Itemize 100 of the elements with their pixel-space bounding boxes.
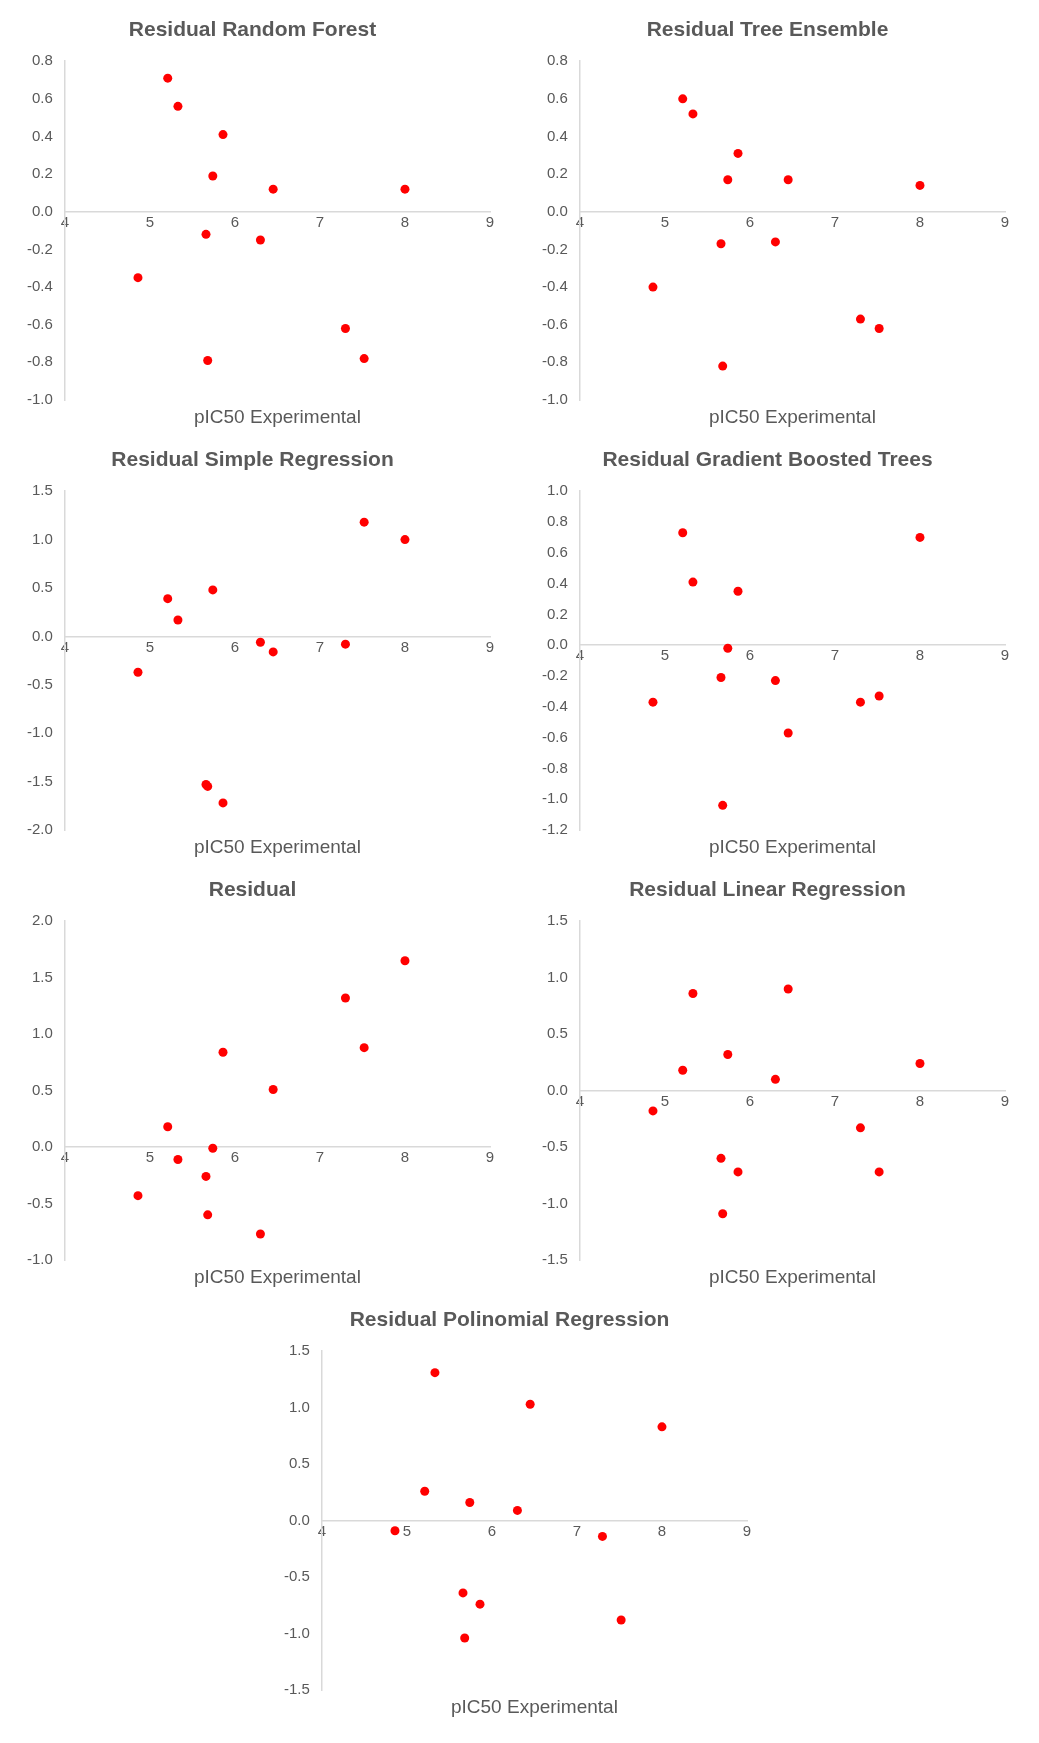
point — [172, 615, 182, 625]
point — [722, 1049, 732, 1059]
y-tick-label: 0.4 — [31, 126, 53, 144]
chart-title: Residual Simple Regression — [110, 447, 394, 471]
y-tick-label: -0.2 — [541, 239, 568, 257]
y-tick-label: 0.5 — [546, 1024, 568, 1042]
point — [716, 1153, 725, 1163]
point — [647, 1106, 657, 1116]
y-tick-label: 0.0 — [546, 201, 568, 219]
y-tick-label: 0.8 — [31, 51, 53, 69]
y-tick-label: 0.0 — [31, 626, 53, 644]
y-tick-label: 0.6 — [31, 88, 53, 106]
y-tick-label: -1.0 — [541, 789, 568, 807]
point — [132, 667, 142, 677]
y-tick-label: 0.8 — [546, 51, 568, 69]
y-tick-label: -0.6 — [541, 314, 568, 332]
point — [687, 988, 697, 998]
point — [207, 585, 217, 595]
point — [783, 175, 793, 185]
x-tick-label: 6 — [745, 646, 754, 664]
y-tick-label: -0.8 — [26, 352, 53, 370]
point — [268, 184, 278, 194]
y-tick-label: -0.2 — [26, 239, 53, 257]
x-tick-label: 8 — [400, 212, 409, 230]
y-tick-label: -1.5 — [26, 771, 53, 789]
x-tick-label: 6 — [487, 1521, 497, 1539]
y-tick-label: -0.4 — [541, 696, 568, 714]
x-tick-label: 9 — [485, 637, 494, 655]
y-tick-label: 1.5 — [288, 1341, 310, 1359]
y-tick-label: 0.4 — [546, 126, 568, 144]
x-tick-label: 5 — [660, 212, 669, 230]
x-tick-label: 8 — [657, 1521, 667, 1539]
point — [218, 798, 227, 808]
x-tick-label: 5 — [660, 1091, 669, 1109]
x-tick-label: 9 — [1000, 646, 1009, 664]
point — [525, 1399, 535, 1409]
point — [399, 184, 409, 194]
point — [733, 148, 742, 158]
x-tick-label: 9 — [1000, 212, 1009, 230]
point — [647, 697, 657, 707]
point — [874, 691, 884, 701]
y-tick-label: -1.0 — [283, 1623, 310, 1641]
y-tick-label: -0.4 — [541, 277, 568, 295]
x-tick-label: 8 — [915, 212, 924, 230]
y-tick-label: 1.0 — [31, 1024, 53, 1042]
y-tick-label: -1.0 — [26, 1250, 53, 1268]
x-tick-label: 6 — [230, 637, 239, 655]
y-tick-label: 0.0 — [288, 1510, 310, 1528]
y-tick-label: -1.0 — [26, 390, 53, 408]
chart-title: Residual Gradient Boosted Trees — [601, 447, 933, 471]
point — [268, 1084, 278, 1094]
y-tick-label: 0.2 — [546, 164, 568, 182]
y-tick-label: 0.0 — [546, 635, 568, 653]
point — [855, 314, 865, 324]
point — [914, 532, 924, 542]
chart-title: Residual Polinomial Regression — [349, 1307, 670, 1331]
x-tick-label: 7 — [830, 646, 839, 664]
point — [255, 235, 265, 245]
y-tick-label: -1.2 — [541, 820, 568, 838]
y-tick-label: 1.0 — [546, 967, 568, 985]
y-tick-label: -1.0 — [541, 390, 568, 408]
y-tick-label: 0.6 — [546, 542, 568, 560]
point — [399, 956, 409, 966]
x-tick-label: 8 — [400, 637, 409, 655]
point — [874, 323, 884, 333]
point — [677, 94, 687, 104]
point — [733, 1167, 742, 1177]
y-tick-label: 0.5 — [31, 1080, 53, 1098]
x-axis-title: pIC50 Experimental — [193, 405, 361, 427]
point — [597, 1531, 607, 1541]
x-tick-label: 9 — [485, 212, 494, 230]
point — [717, 361, 727, 371]
x-tick-label: 5 — [145, 1148, 154, 1166]
point — [783, 984, 793, 994]
y-tick-label: 0.8 — [546, 512, 568, 530]
x-tick-label: 8 — [400, 1148, 409, 1166]
y-tick-label: 0.0 — [31, 1137, 53, 1155]
x-axis-title: pIC50 Experimental — [708, 405, 876, 427]
chart-title: Residual Linear Regression — [628, 877, 906, 901]
x-tick-label: 7 — [315, 637, 324, 655]
point — [162, 73, 172, 83]
point — [132, 1191, 142, 1201]
x-tick-label: 8 — [915, 1091, 924, 1109]
y-tick-label: -0.4 — [26, 277, 53, 295]
y-tick-label: -0.8 — [541, 758, 568, 776]
point — [687, 109, 697, 119]
point — [717, 800, 727, 810]
point — [172, 101, 182, 111]
point — [855, 1123, 865, 1133]
point — [255, 1229, 265, 1239]
point — [465, 1498, 475, 1508]
point — [616, 1615, 626, 1625]
point — [770, 237, 780, 247]
point — [201, 1171, 210, 1181]
y-tick-label: 1.5 — [546, 911, 568, 929]
point — [687, 577, 697, 587]
chart-title: Residual Tree Ensemble — [646, 17, 888, 41]
point — [677, 528, 687, 538]
x-tick-label: 9 — [485, 1148, 494, 1166]
x-axis-title: pIC50 Experimental — [708, 1265, 876, 1287]
